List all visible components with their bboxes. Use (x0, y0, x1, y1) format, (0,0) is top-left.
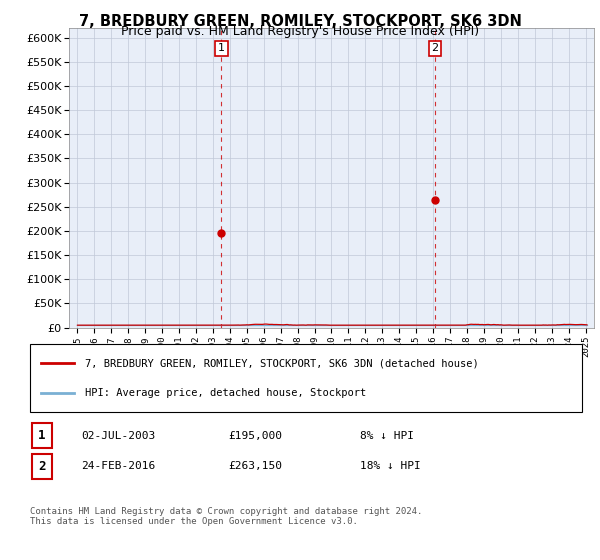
FancyBboxPatch shape (32, 454, 52, 478)
FancyBboxPatch shape (30, 344, 582, 412)
FancyBboxPatch shape (32, 423, 52, 448)
Text: Price paid vs. HM Land Registry's House Price Index (HPI): Price paid vs. HM Land Registry's House … (121, 25, 479, 38)
Text: 1: 1 (218, 43, 225, 53)
Text: HPI: Average price, detached house, Stockport: HPI: Average price, detached house, Stoc… (85, 388, 367, 398)
Text: 7, BREDBURY GREEN, ROMILEY, STOCKPORT, SK6 3DN (detached house): 7, BREDBURY GREEN, ROMILEY, STOCKPORT, S… (85, 358, 479, 368)
Text: 8% ↓ HPI: 8% ↓ HPI (360, 431, 414, 441)
Text: 7, BREDBURY GREEN, ROMILEY, STOCKPORT, SK6 3DN: 7, BREDBURY GREEN, ROMILEY, STOCKPORT, S… (79, 14, 521, 29)
Text: 2: 2 (38, 460, 46, 473)
Text: £195,000: £195,000 (228, 431, 282, 441)
Text: 24-FEB-2016: 24-FEB-2016 (81, 461, 155, 472)
Text: £263,150: £263,150 (228, 461, 282, 472)
Text: 2: 2 (431, 43, 439, 53)
Text: Contains HM Land Registry data © Crown copyright and database right 2024.
This d: Contains HM Land Registry data © Crown c… (30, 507, 422, 526)
Text: 02-JUL-2003: 02-JUL-2003 (81, 431, 155, 441)
Text: 18% ↓ HPI: 18% ↓ HPI (360, 461, 421, 472)
Text: 1: 1 (38, 429, 46, 442)
